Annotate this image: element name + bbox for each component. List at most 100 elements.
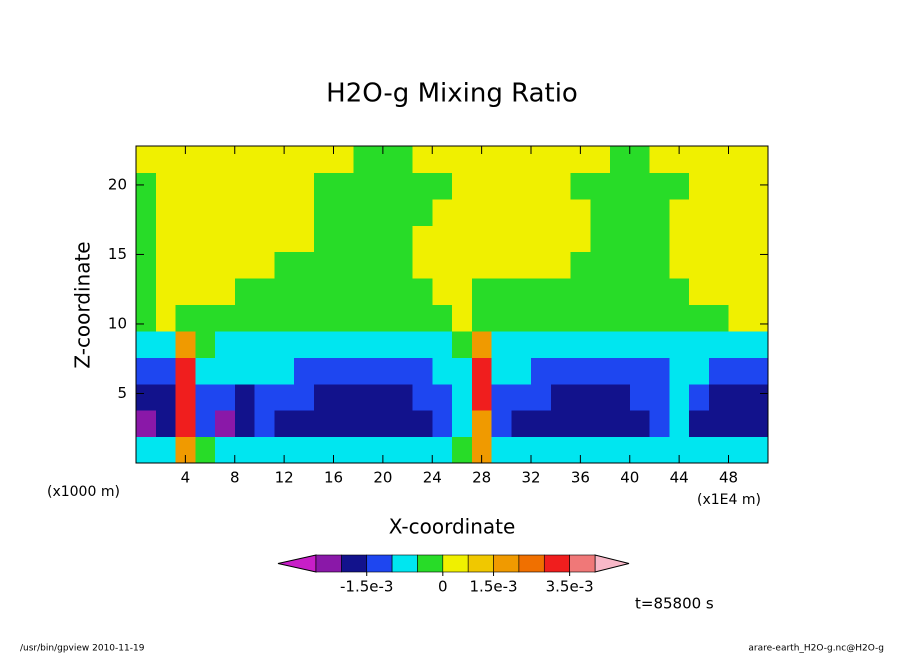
contour-cell [136, 225, 157, 253]
contour-cell [412, 225, 433, 253]
contour-cell [531, 225, 552, 253]
contour-cell [748, 383, 769, 411]
contour-cell [728, 251, 749, 279]
contour-cell [175, 198, 196, 226]
contour-cell [254, 198, 275, 226]
contour-cell [412, 410, 433, 438]
contour-cell [234, 357, 255, 385]
contour-cell [748, 357, 769, 385]
contour-cell [155, 278, 176, 305]
contour-cell [452, 383, 473, 411]
contour-cell [392, 198, 413, 226]
contour-field [136, 146, 769, 464]
contour-cell [570, 383, 591, 411]
contour-cell [511, 251, 532, 279]
contour-cell [313, 278, 334, 305]
contour-cell [550, 304, 571, 332]
contour-cell [728, 330, 749, 358]
contour-cell [432, 330, 453, 358]
contour-cell [412, 436, 433, 464]
contour-cell [136, 436, 157, 464]
contour-cell [195, 436, 216, 464]
x-axis-label: X-coordinate [389, 515, 516, 539]
contour-cell [471, 383, 492, 411]
contour-cell [452, 410, 473, 438]
contour-cell [629, 304, 650, 332]
colorbar-tick-label: -1.5e-3 [340, 578, 393, 596]
contour-cell [689, 304, 710, 332]
contour-cell [689, 330, 710, 358]
contour-cell [294, 278, 315, 305]
contour-cell [629, 172, 650, 200]
contour-cell [550, 198, 571, 226]
contour-cell [234, 225, 255, 253]
contour-cell [452, 436, 473, 464]
contour-cell [294, 383, 315, 411]
contour-cell [333, 357, 354, 385]
contour-cell [215, 436, 236, 464]
contour-cell [610, 278, 631, 305]
contour-cell [649, 225, 670, 253]
contour-cell [353, 436, 374, 464]
contour-cell [412, 146, 433, 173]
contour-cell [708, 383, 729, 411]
contour-cell [333, 304, 354, 332]
contour-cell [471, 357, 492, 385]
colorbar-tick-label: 0 [438, 578, 448, 596]
colorbar: -1.5e-3 0 1.5e-3 3.5e-3 [277, 554, 630, 596]
contour-cell [570, 172, 591, 200]
contour-cell [373, 198, 394, 226]
contour-cell [590, 172, 611, 200]
contour-cell [689, 278, 710, 305]
contour-cell [689, 172, 710, 200]
contour-cell [471, 304, 492, 332]
contour-cell [610, 251, 631, 279]
contour-cell [629, 357, 650, 385]
contour-cell [432, 304, 453, 332]
contour-cell [689, 436, 710, 464]
contour-cell [373, 436, 394, 464]
contour-cell [313, 198, 334, 226]
contour-cell [215, 330, 236, 358]
colorbar-box [467, 554, 494, 573]
contour-cell [629, 410, 650, 438]
contour-cell [195, 172, 216, 200]
contour-cell [215, 146, 236, 173]
contour-cell [748, 146, 769, 173]
contour-cell [629, 278, 650, 305]
x-tick-label: 24 [423, 469, 442, 487]
contour-cell [570, 357, 591, 385]
contour-cell [412, 383, 433, 411]
contour-cell [274, 304, 295, 332]
contour-cell [155, 146, 176, 173]
contour-cell [175, 278, 196, 305]
contour-cell [728, 172, 749, 200]
contour-cell [491, 410, 512, 438]
contour-cell [195, 198, 216, 226]
contour-cell [511, 410, 532, 438]
colorbar-box [341, 554, 368, 573]
contour-cell [294, 304, 315, 332]
contour-cell [629, 383, 650, 411]
contour-cell [353, 251, 374, 279]
contour-cell [728, 357, 749, 385]
colorbar-box [315, 554, 342, 573]
contour-cell [471, 225, 492, 253]
contour-cell [195, 251, 216, 279]
contour-cell [254, 304, 275, 332]
contour-cell [550, 278, 571, 305]
contour-cell [471, 251, 492, 279]
contour-cell [452, 198, 473, 226]
contour-cell [550, 410, 571, 438]
contour-cell [728, 146, 749, 173]
contour-cell [550, 225, 571, 253]
contour-cell [294, 357, 315, 385]
contour-cell [669, 198, 690, 226]
contour-cell [432, 146, 453, 173]
contour-cell [373, 304, 394, 332]
contour-cell [254, 410, 275, 438]
contour-cell [215, 304, 236, 332]
contour-cell [590, 357, 611, 385]
contour-cell [353, 225, 374, 253]
contour-cell [412, 278, 433, 305]
